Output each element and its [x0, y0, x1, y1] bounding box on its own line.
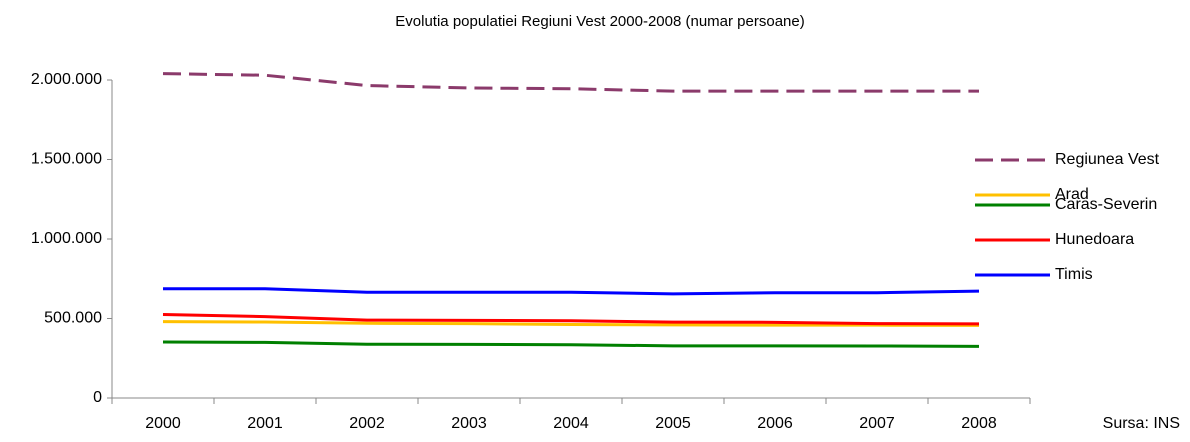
x-tick-label: 2006 [757, 415, 793, 432]
y-tick-label: 500.000 [44, 310, 102, 327]
source: Sursa: INS [1103, 415, 1180, 432]
series-line [162, 72, 979, 93]
x-tick-label: 2005 [655, 415, 691, 432]
x-tick-label: 2004 [553, 415, 589, 432]
legend-label: Regiunea Vest [1055, 151, 1160, 168]
series-line [162, 340, 980, 348]
x-tick-label: 2002 [349, 415, 385, 432]
legend-label: Caras-Severin [1055, 196, 1157, 213]
y-tick-label: 1.000.000 [31, 230, 102, 247]
chart-title: Evolutia populatiei Regiuni Vest 2000-20… [395, 13, 804, 30]
series-line [162, 320, 980, 327]
y-tick-label: 1.500.000 [31, 151, 102, 168]
legend-label: Arad [1055, 186, 1089, 203]
x-tick-label: 2008 [961, 415, 997, 432]
series-line [162, 313, 980, 326]
x-tick-label: 2003 [451, 415, 487, 432]
legend-label: Timis [1055, 266, 1093, 283]
x-tick-label: 2000 [145, 415, 181, 432]
series-line [163, 287, 980, 296]
legend-label: Hunedoara [1055, 231, 1134, 248]
y-tick-label: 2.000.000 [31, 71, 102, 88]
x-tick-label: 2001 [247, 415, 283, 432]
y-tick-label: 0 [93, 389, 102, 406]
x-tick-label: 2007 [859, 415, 895, 432]
